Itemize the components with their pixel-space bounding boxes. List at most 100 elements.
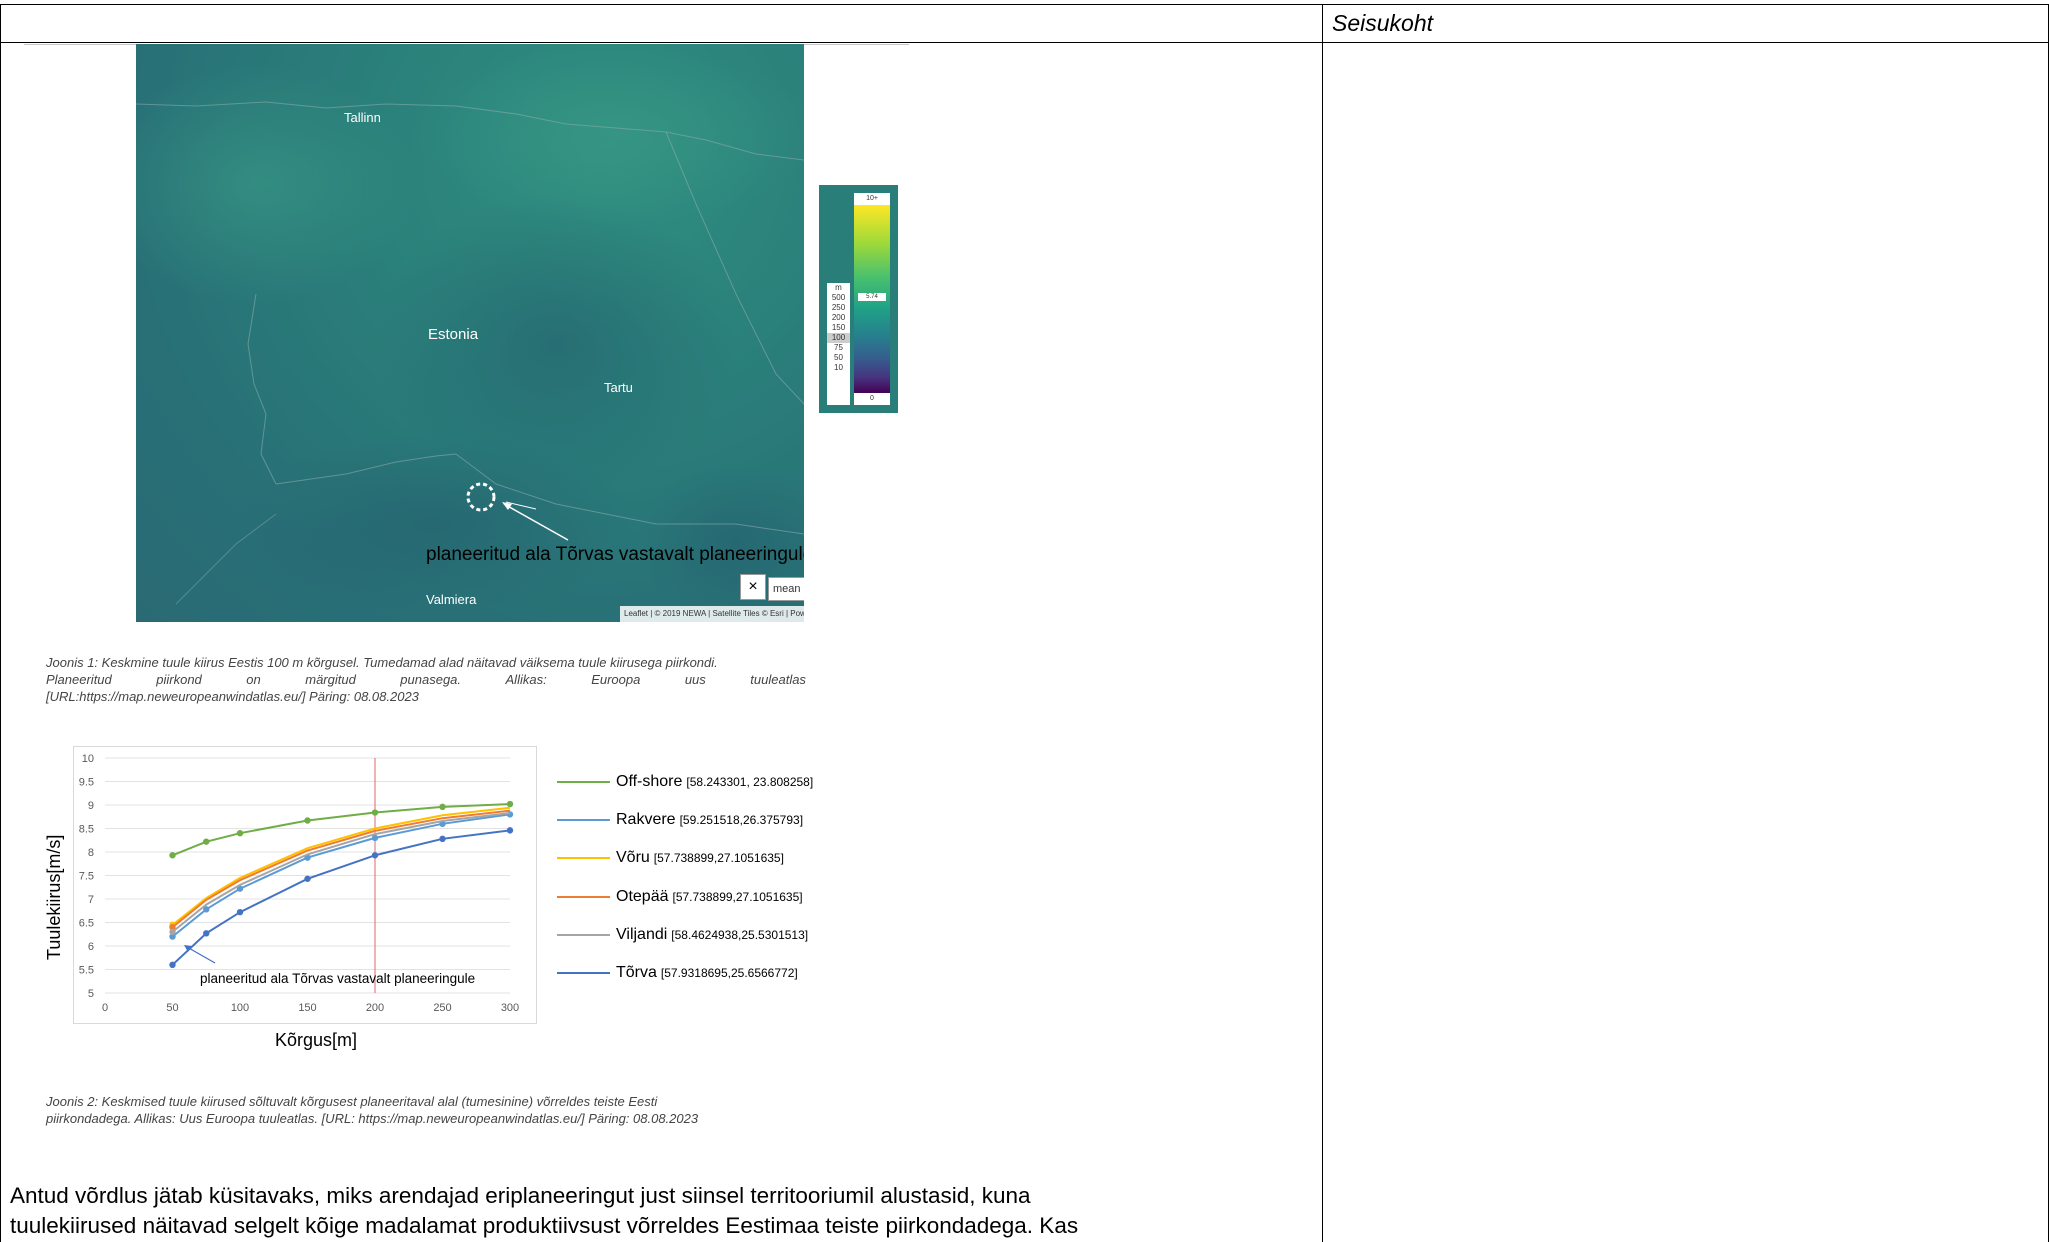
data-point	[304, 817, 311, 824]
y-tick-label: 5.5	[79, 965, 94, 977]
legend-coords: [57.738899,27.1051635]	[653, 851, 784, 865]
legend-item: Võru [57.738899,27.1051635]	[557, 846, 784, 870]
caption-word: [URL:https://map.neweuropeanwindatlas.eu…	[46, 689, 419, 704]
data-point	[439, 803, 446, 811]
series-line-viljandi	[171, 812, 511, 933]
caption-line: piirkondadega. Allikas: Uus Euroopa tuul…	[46, 1111, 699, 1126]
caption-word: Joonis 1: Keskmine tuule kiirus Eestis 1…	[46, 655, 718, 670]
figure-1-caption: Joonis 1: Keskmine tuule kiirus Eestis 1…	[46, 654, 806, 705]
data-point	[506, 800, 514, 808]
legend-coords: [57.9318695,25.6566772]	[660, 966, 798, 980]
column-header-seisukoht: Seisukoht	[1332, 10, 1434, 36]
x-tick-label: 150	[298, 1002, 316, 1014]
y-tick-label: 7.5	[79, 871, 94, 883]
legend-item: Off-shore [58.243301, 23.808258]	[557, 770, 813, 794]
legend-name: Otepää	[616, 888, 669, 905]
data-point	[506, 811, 514, 818]
annotation-arrowhead	[184, 945, 192, 952]
city-label-valmiera: Valmiera	[426, 592, 477, 607]
legend-name: Viljandi	[616, 926, 668, 943]
caption-line: Planeeritud piirkond on märgitud punasega. Al…	[46, 671, 806, 688]
y-tick-label: 10	[82, 753, 94, 765]
table-border-top	[0, 4, 2049, 5]
map-borders	[136, 44, 804, 622]
data-point	[203, 906, 210, 913]
annotation-arrow	[186, 946, 216, 964]
legend-swatch	[557, 781, 610, 783]
legend-name: Rakvere	[616, 811, 676, 828]
table-border-left	[0, 4, 1, 1242]
x-tick-label: 250	[433, 1002, 451, 1014]
colorbar-marker: 5.74	[858, 293, 886, 301]
caption-word: Allikas:	[505, 672, 547, 687]
height-option[interactable]: 150	[831, 323, 846, 332]
y-tick-label: 9.5	[79, 777, 94, 789]
city-label-tartu: Tartu	[604, 380, 633, 395]
data-point	[169, 928, 176, 936]
data-point	[169, 933, 176, 940]
y-tick-label: 6	[88, 941, 94, 953]
data-point	[371, 834, 379, 842]
data-point	[169, 924, 176, 931]
legend-item: Otepää [57.738899,27.1051635]	[557, 885, 803, 909]
caption-word: Planeeritud	[46, 672, 112, 687]
close-button[interactable]: ×	[740, 574, 766, 600]
body-paragraph: Antud võrdlus jätab küsitavaks, miks are…	[10, 1181, 1310, 1241]
x-tick-label: 50	[166, 1002, 178, 1014]
height-unit: m	[835, 283, 842, 292]
caption-word: punasega.	[400, 672, 462, 687]
legend-coords: [58.243301, 23.808258]	[686, 775, 814, 789]
legend-coords: [59.251518,26.375793]	[679, 813, 804, 827]
table-column-divider	[1322, 4, 1323, 1242]
legend-coords: [58.4624938,25.5301513]	[671, 928, 809, 942]
y-tick-label: 9	[88, 800, 94, 812]
legend-item: Tõrva [57.9318695,25.6566772]	[557, 961, 798, 985]
x-tick-label: 100	[231, 1002, 249, 1014]
data-point	[236, 908, 244, 916]
wind-map[interactable]: Tallinn Estonia Tartu Valmiera planeerit…	[136, 44, 804, 622]
height-option[interactable]: 250	[831, 303, 846, 312]
height-option[interactable]: 500	[831, 293, 846, 302]
legend-swatch	[557, 896, 610, 898]
y-tick-label: 7	[88, 894, 94, 906]
data-point	[304, 875, 311, 882]
caption-word: tuuleatlas	[750, 672, 806, 687]
legend-swatch	[557, 934, 610, 936]
legend-name: Võru	[616, 849, 650, 866]
height-option[interactable]: 10	[834, 363, 843, 372]
caption-word: Euroopa	[591, 672, 641, 687]
height-selector[interactable]: m 500 250 200 150 100 75 50 10	[827, 283, 850, 405]
caption-line: [URL:https://map.neweuropeanwindatlas.eu…	[46, 688, 806, 705]
height-option[interactable]: 75	[834, 343, 843, 352]
data-point	[203, 930, 210, 937]
height-option-selected[interactable]: 100	[827, 333, 850, 343]
y-tick-label: 8.5	[79, 824, 94, 836]
mean-select[interactable]: mean	[768, 577, 804, 601]
height-option[interactable]: 200	[831, 313, 846, 322]
map-attribution[interactable]: Leaflet | © 2019 NEWA | Satellite Tiles …	[620, 606, 804, 622]
data-point	[169, 852, 176, 859]
caption-word: uus	[684, 672, 706, 687]
y-tick-label: 6.5	[79, 918, 94, 930]
data-point	[236, 830, 244, 837]
data-point	[169, 961, 176, 968]
caption-word: piirkond	[156, 672, 202, 687]
city-label-tallinn: Tallinn	[344, 110, 381, 125]
chart-frame	[73, 746, 537, 1024]
x-tick-label: 300	[501, 1002, 519, 1014]
paragraph-line: Antud võrdlus jätab küsitavaks, miks are…	[10, 1183, 1031, 1208]
y-tick-label: 5	[88, 988, 94, 1000]
caption-word: on	[246, 672, 261, 687]
data-point	[439, 835, 446, 843]
data-point	[506, 827, 514, 834]
colorbar-bottom-label: 0	[854, 393, 890, 405]
height-option[interactable]: 50	[834, 353, 843, 362]
x-tick-label: 0	[102, 1002, 108, 1014]
table-header-divider	[0, 42, 2049, 43]
figure-2-caption: Joonis 2: Keskmised tuule kiirused sõltu…	[46, 1093, 846, 1127]
legend-item: Viljandi [58.4624938,25.5301513]	[557, 923, 808, 947]
map-annotation: planeeritud ala Tõrvas vastavalt planeer…	[426, 544, 804, 565]
legend-coords: [57.738899,27.1051635]	[672, 890, 803, 904]
x-axis-label: Kõrgus[m]	[275, 1030, 358, 1050]
